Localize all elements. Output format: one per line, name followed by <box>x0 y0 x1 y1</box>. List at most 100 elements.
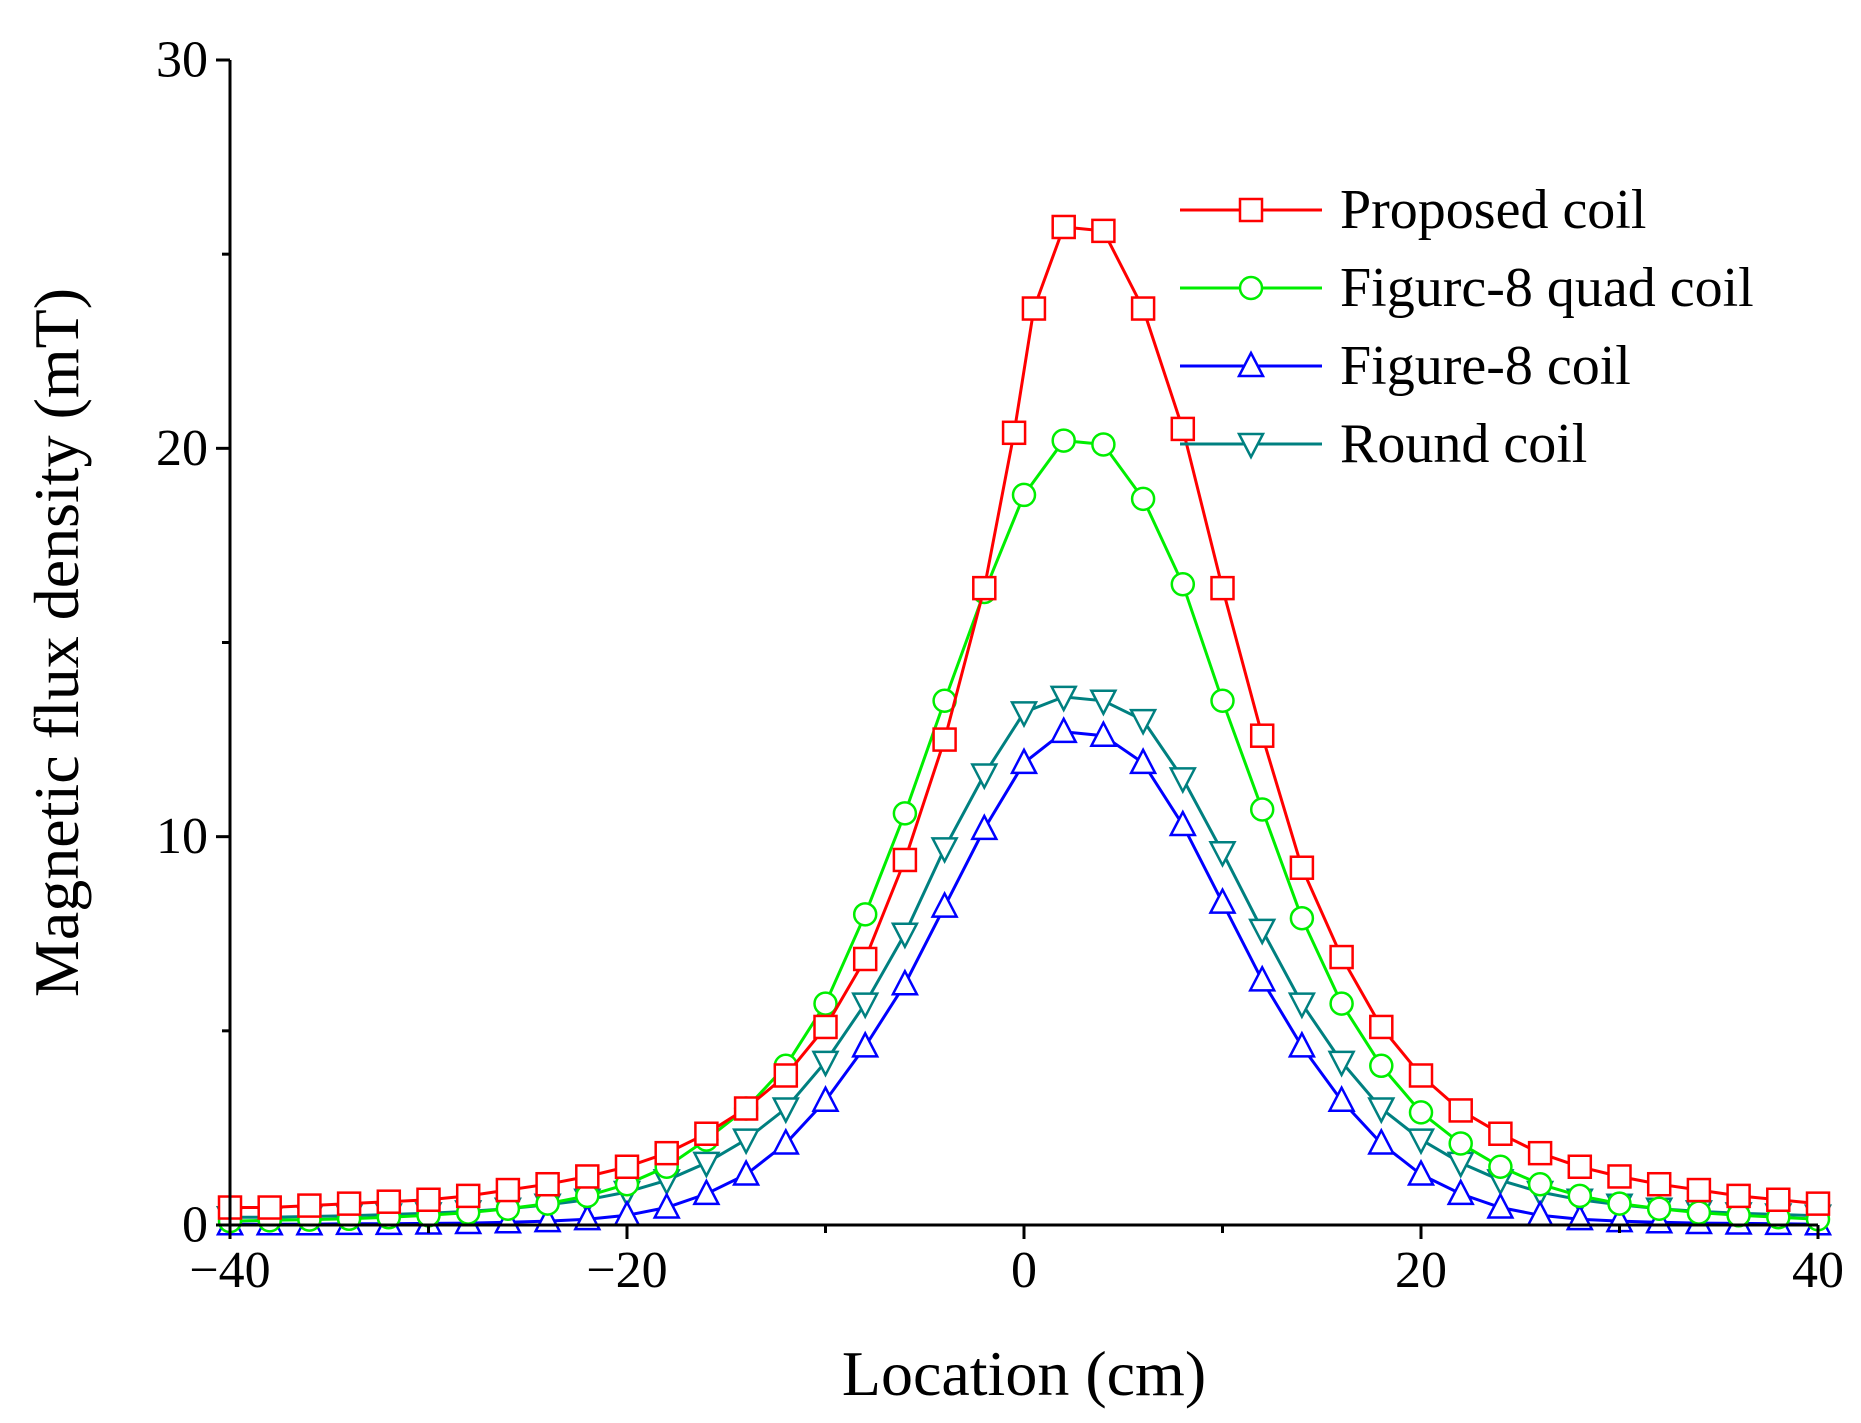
legend: Proposed coil Figurc-8 quad coil Figure-8 … <box>1180 179 1754 475</box>
data-point <box>1170 416 1196 442</box>
legend-label: Figure-8 coil <box>1340 335 1631 397</box>
data-point <box>1607 1191 1632 1216</box>
data-point <box>575 1164 600 1189</box>
data-point <box>1567 1154 1593 1179</box>
data-point <box>1607 1164 1632 1189</box>
x-tick-label: 0 <box>1011 1242 1037 1299</box>
data-point <box>573 1203 602 1231</box>
series-line <box>230 730 1819 1226</box>
data-point <box>1527 1171 1553 1197</box>
data-point <box>1327 1085 1356 1112</box>
data-point <box>1168 767 1197 795</box>
data-point <box>852 946 878 972</box>
x-tick-label: −20 <box>586 1242 667 1299</box>
data-point <box>813 991 838 1016</box>
data-point <box>652 1191 681 1219</box>
data-point <box>851 1030 880 1058</box>
data-point <box>1726 1183 1751 1209</box>
data-point <box>297 1193 322 1218</box>
data-point <box>495 1177 521 1203</box>
data-point <box>416 1187 441 1213</box>
data-point <box>1168 809 1197 837</box>
series-figure-8-coil <box>215 716 1833 1236</box>
data-point <box>654 1140 679 1166</box>
data-point <box>1130 296 1156 321</box>
data-point <box>257 1195 282 1220</box>
data-point <box>1646 1171 1672 1197</box>
data-point <box>811 1050 840 1078</box>
series-proposed-coil <box>217 214 1831 1220</box>
data-point <box>970 813 999 841</box>
data-point <box>1446 1178 1475 1206</box>
series-figurc-8-quad-coil <box>217 428 1831 1234</box>
data-point <box>1049 716 1078 744</box>
data-point <box>892 847 918 873</box>
data-point <box>771 1097 800 1125</box>
data-point <box>1406 1128 1436 1156</box>
data-point <box>1567 1183 1593 1209</box>
series-line <box>230 695 1819 1219</box>
legend-label: Proposed coil <box>1340 179 1646 241</box>
data-point <box>1009 747 1039 775</box>
data-point <box>1249 723 1275 748</box>
y-tick-label: 30 <box>156 32 208 89</box>
data-point <box>1805 1191 1831 1216</box>
legend-marker-icon <box>1238 275 1264 301</box>
data-point <box>1091 218 1116 244</box>
data-point <box>1287 992 1316 1020</box>
data-point <box>336 1191 362 1216</box>
data-point <box>1210 688 1235 713</box>
data-point <box>1686 1200 1712 1225</box>
y-axis-title: Magnetic flux density (mT) <box>21 288 92 997</box>
data-point <box>1488 1154 1513 1179</box>
data-point <box>1051 214 1076 240</box>
data-point <box>1129 708 1158 736</box>
data-point <box>773 1063 799 1088</box>
data-point <box>1287 1030 1316 1058</box>
data-point <box>932 727 957 752</box>
data-point <box>852 902 878 927</box>
data-point <box>1208 840 1237 868</box>
data-point <box>1369 1014 1394 1040</box>
data-point <box>930 837 959 865</box>
x-tick-label: −40 <box>189 1242 270 1299</box>
data-point <box>1208 886 1237 914</box>
x-axis-title: Location (cm) <box>842 1338 1206 1409</box>
data-point <box>1408 1100 1434 1125</box>
data-point <box>1446 1151 1475 1179</box>
data-point <box>732 1158 761 1186</box>
data-point <box>1448 1131 1473 1156</box>
data-point <box>1130 486 1156 512</box>
data-point <box>1049 685 1078 713</box>
legend-item: Figurc-8 quad coil <box>1180 257 1754 319</box>
data-point <box>1686 1177 1712 1203</box>
legend-label: Round coil <box>1340 413 1587 475</box>
data-point <box>1289 905 1315 931</box>
x-tick-label: 20 <box>1395 1242 1447 1299</box>
series-line <box>229 439 1819 1223</box>
data-point <box>1089 689 1118 717</box>
data-point <box>535 1171 560 1197</box>
data-point <box>1448 1098 1473 1123</box>
data-point <box>1289 855 1315 880</box>
data-point <box>930 890 959 918</box>
legend-marker-icon <box>1236 350 1266 378</box>
data-point <box>1766 1187 1791 1213</box>
data-point <box>1329 991 1354 1016</box>
data-point <box>733 1096 759 1121</box>
data-point <box>890 922 919 950</box>
data-point <box>1009 701 1039 729</box>
data-point <box>1369 1053 1394 1079</box>
axes-layer: 0 10 20 30 −40 −20 0 20 40 Location (cm) Magnetic … <box>21 32 1844 1410</box>
data-point <box>1021 296 1047 321</box>
data-point <box>1091 432 1116 457</box>
legend-item: Round coil <box>1180 413 1587 475</box>
data-point <box>455 1183 481 1209</box>
data-point <box>1248 964 1277 992</box>
data-point <box>1406 1158 1436 1186</box>
legend-item: Figure-8 coil <box>1180 335 1631 397</box>
legend-label: Figurc-8 quad coil <box>1340 257 1754 319</box>
series-layer <box>215 214 1833 1236</box>
data-point <box>890 968 919 996</box>
